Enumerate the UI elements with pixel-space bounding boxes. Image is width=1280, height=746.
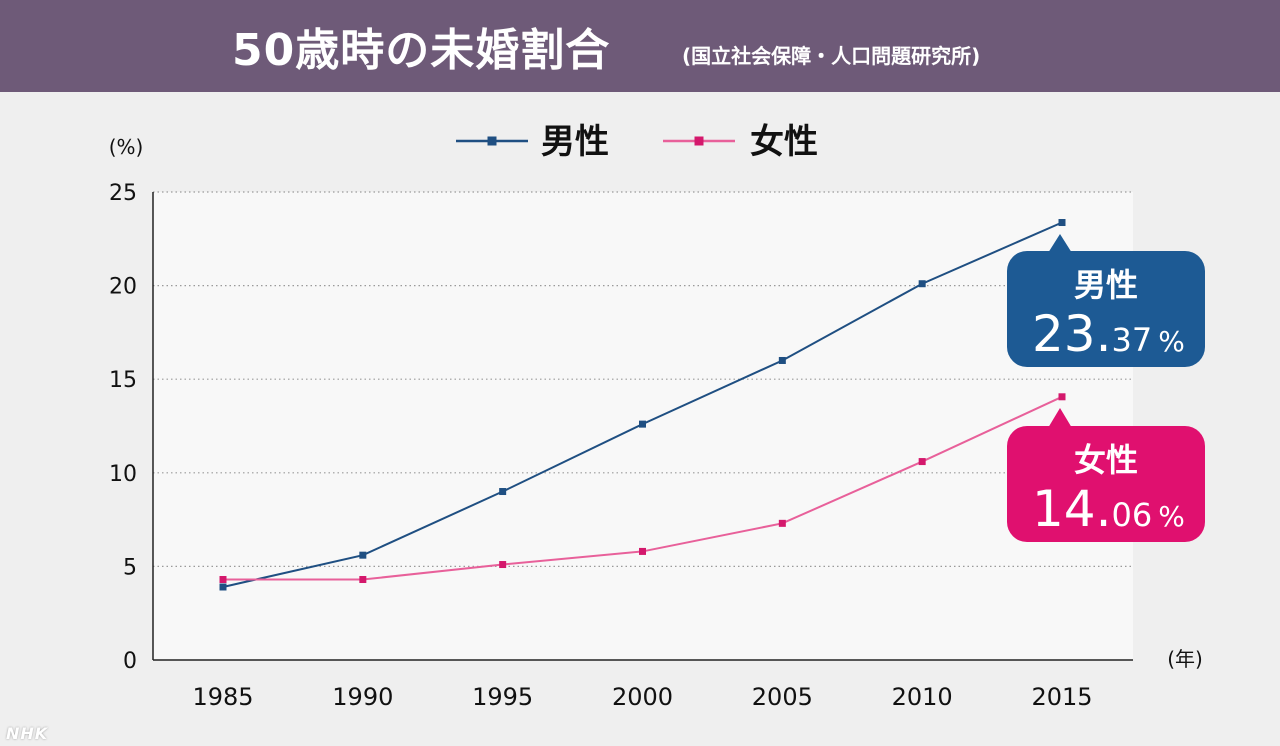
x-tick-label: 1990 (332, 683, 393, 711)
y-axis-label: (%) (109, 135, 144, 159)
x-tick-label: 1995 (472, 683, 533, 711)
legend-marker (487, 136, 497, 146)
x-tick-label: 2005 (752, 683, 813, 711)
male-data-point (639, 420, 646, 428)
callout-label: 男性 (1074, 266, 1138, 304)
broadcaster-logo: NHK (6, 724, 49, 743)
y-tick-label: 0 (123, 649, 137, 674)
callout-value: 23.37% (1032, 305, 1185, 363)
y-tick-label: 15 (109, 368, 137, 393)
female-data-point (778, 519, 786, 527)
male-data-point (499, 488, 507, 496)
source-note: (国立社会保障・人口問題研究所) (682, 44, 981, 68)
callout-pointer (1048, 234, 1072, 253)
x-tick-label: 2010 (892, 683, 953, 711)
x-tick-label: 2000 (612, 683, 673, 711)
header-bar: 50歳時の未婚割合 (国立社会保障・人口問題研究所) (0, 0, 1280, 92)
female-data-point (639, 547, 646, 555)
legend-marker (694, 136, 704, 146)
y-tick-label: 20 (109, 275, 137, 300)
y-tick-label: 10 (109, 462, 137, 487)
legend-label: 女性 (750, 122, 818, 162)
male-data-point (918, 280, 926, 288)
female-data-point (918, 458, 926, 466)
callout-box (1007, 426, 1205, 542)
female-data-point (1058, 393, 1066, 401)
male-data-point (359, 551, 367, 559)
legend-item-female: 女性 (663, 122, 818, 162)
callout-box (1007, 251, 1205, 367)
y-tick-label: 25 (109, 181, 137, 206)
male-data-point (778, 356, 786, 364)
female-data-point (499, 561, 507, 569)
x-axis-label: (年) (1167, 647, 1203, 671)
female-data-point (219, 576, 227, 584)
male-data-point (219, 583, 227, 591)
legend-item-male: 男性 (456, 122, 609, 162)
male-data-point (1058, 219, 1066, 227)
x-tick-label: 2015 (1031, 683, 1092, 711)
callout-label: 女性 (1074, 441, 1138, 479)
female-data-point (359, 576, 367, 584)
y-tick-label: 5 (123, 555, 137, 580)
callout-value: 14.06% (1032, 480, 1185, 538)
legend-label: 男性 (541, 122, 609, 162)
page-title: 50歳時の未婚割合 (232, 25, 611, 76)
x-tick-label: 1985 (192, 683, 253, 711)
callout-pointer (1048, 408, 1072, 428)
